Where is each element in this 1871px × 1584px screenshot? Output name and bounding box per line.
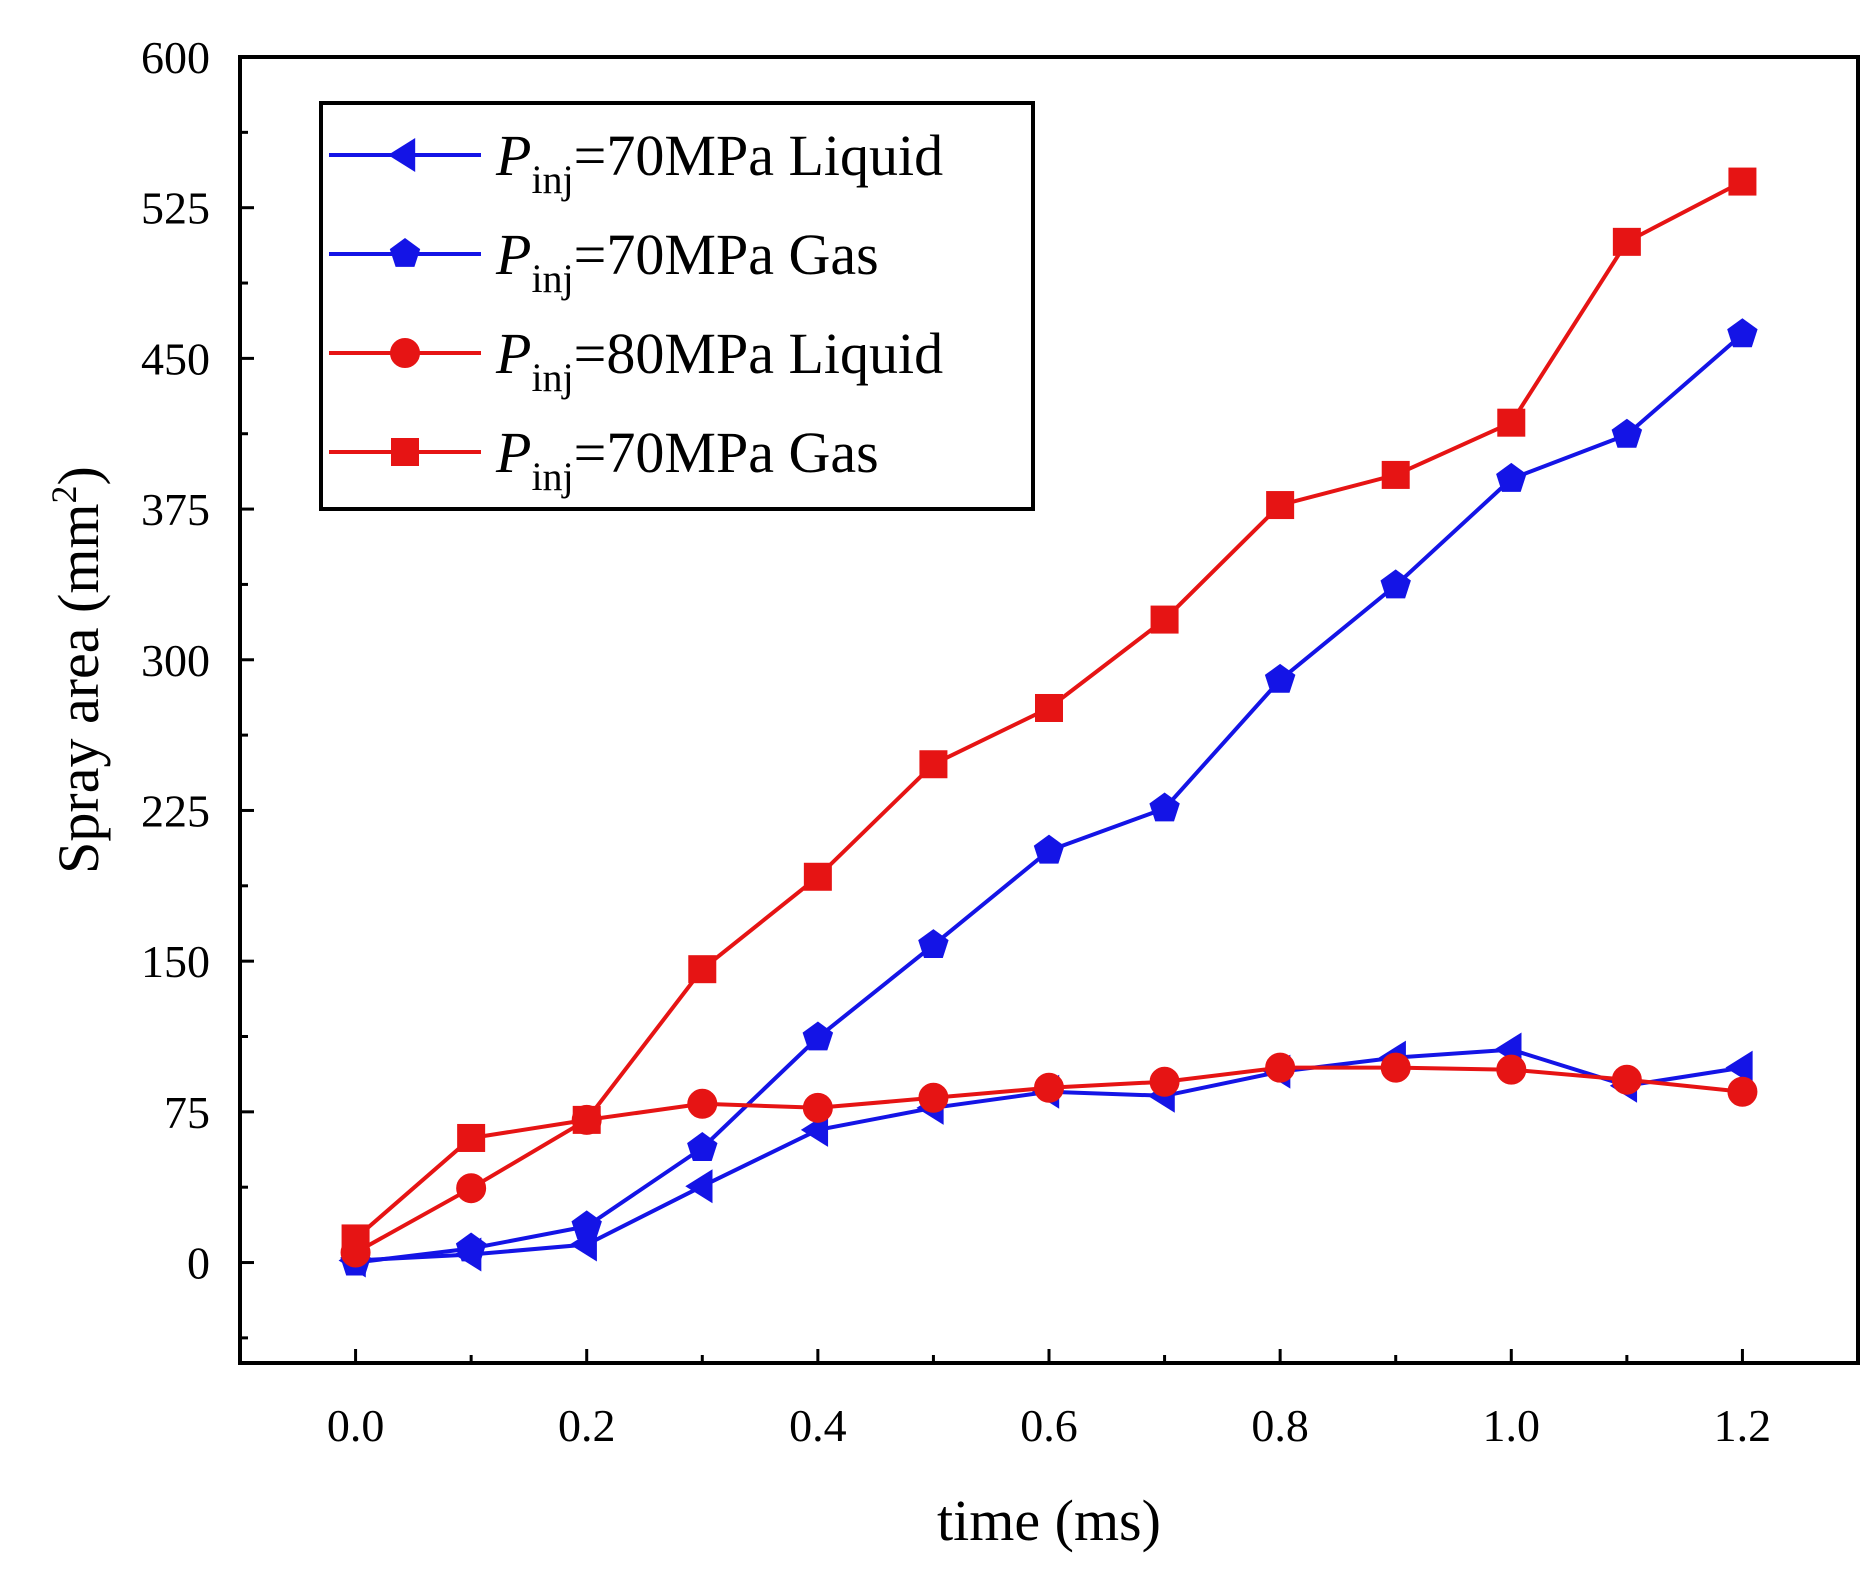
legend-label-italic: P (495, 420, 531, 485)
legend-label-rest: =70MPa Gas (574, 222, 879, 287)
data-point (803, 862, 832, 891)
data-point (1380, 1052, 1411, 1083)
data-point (455, 1232, 487, 1262)
series-layer (338, 167, 1758, 1278)
data-point (1149, 792, 1180, 822)
data-point (687, 1132, 718, 1161)
y-axis-title: Spray area (mm2) (44, 466, 111, 874)
legend-box (319, 101, 1035, 511)
data-point (1496, 1054, 1527, 1085)
data-point (571, 1210, 602, 1240)
data-point (918, 1082, 949, 1113)
legend-label-italic: P (495, 222, 531, 287)
data-point (1264, 663, 1296, 693)
legend-entry: Pinj=70MPa Liquid (329, 123, 943, 202)
y-axis-title-main: Spray area (mm (46, 503, 111, 873)
y-tick-label: 75 (164, 1087, 210, 1138)
data-point (572, 1105, 601, 1134)
legend-marker (391, 438, 419, 466)
legend-marker (389, 238, 421, 267)
data-point (1497, 408, 1526, 437)
data-point (1496, 462, 1527, 492)
x-tick-label: 0.8 (1251, 1400, 1309, 1451)
legend-label-subscript: inj (531, 454, 573, 499)
x-tick-label: 1.2 (1714, 1400, 1772, 1451)
legend-label-italic: P (495, 321, 531, 386)
series-1 (338, 1032, 1753, 1278)
x-tick-label: 0.4 (789, 1400, 847, 1451)
legend-label-rest: =80MPa Liquid (574, 321, 943, 386)
legend-label: Pinj=70MPa Liquid (495, 123, 943, 202)
data-point (1266, 491, 1295, 520)
legend-label-rest: =70MPa Gas (574, 420, 879, 485)
data-point (685, 1169, 713, 1204)
data-point (456, 1173, 487, 1204)
y-tick-label: 450 (141, 333, 210, 384)
y-tick-label: 300 (141, 635, 210, 686)
legend-label-subscript: inj (531, 157, 573, 202)
data-point (1611, 1064, 1642, 1095)
x-tick-label: 0.6 (1020, 1400, 1078, 1451)
data-point (1612, 227, 1641, 256)
data-point (1149, 1066, 1180, 1097)
data-point (1727, 318, 1758, 348)
legend-entry: Pinj=70MPa Gas (329, 222, 879, 301)
y-axis-title-superscript: 2 (44, 485, 84, 503)
data-point (1034, 1072, 1064, 1103)
data-point (1381, 460, 1410, 489)
data-point (457, 1123, 486, 1152)
legend-marker (388, 138, 416, 172)
legend-label-rest: =70MPa Liquid (574, 123, 943, 188)
y-tick-label: 375 (141, 484, 210, 535)
y-tick-label: 0 (187, 1238, 210, 1289)
data-point (802, 1021, 834, 1051)
data-point (1150, 605, 1179, 634)
y-tick-label: 150 (141, 936, 210, 987)
series-3 (340, 1052, 1758, 1268)
data-point (341, 1224, 370, 1253)
data-point (1727, 1076, 1758, 1107)
y-tick-label: 600 (141, 32, 210, 83)
data-point (687, 1088, 718, 1119)
y-axis-title-close: ) (46, 466, 111, 485)
data-point (1033, 834, 1065, 864)
legend-label-subscript: inj (531, 256, 573, 301)
data-point (1725, 1050, 1753, 1085)
y-tick-label: 525 (141, 183, 210, 234)
data-point (1380, 569, 1411, 599)
legend-label-italic: P (495, 123, 531, 188)
data-point (802, 1092, 833, 1123)
series-4 (341, 167, 1757, 1253)
axes-layer: 0 75 150 225 300 375 450 525 600 0.0 0.2 0.4 0.6 0.8 1… (44, 32, 1860, 1553)
legend-label: Pinj=70MPa Gas (495, 420, 879, 499)
data-point (1265, 1052, 1296, 1083)
data-point (1728, 167, 1757, 196)
data-point (919, 750, 948, 779)
x-tick-label: 0.2 (558, 1400, 616, 1451)
data-point (688, 955, 717, 984)
x-tick-label: 1.0 (1483, 1400, 1541, 1451)
x-axis-title: time (ms) (937, 1488, 1161, 1553)
legend-entry: Pinj=70MPa Gas (329, 420, 879, 499)
legend-label-subscript: inj (531, 355, 573, 400)
legend-marker (390, 338, 420, 368)
data-point (1611, 418, 1643, 448)
legend-label: Pinj=80MPa Liquid (495, 321, 943, 400)
legend-entry: Pinj=80MPa Liquid (329, 321, 943, 400)
series-2 (340, 318, 1758, 1276)
data-point (1035, 693, 1063, 722)
y-tick-label: 225 (141, 785, 210, 836)
x-tick-label: 0.0 (327, 1400, 385, 1451)
legend-label: Pinj=70MPa Gas (495, 222, 879, 301)
data-point (918, 929, 949, 958)
